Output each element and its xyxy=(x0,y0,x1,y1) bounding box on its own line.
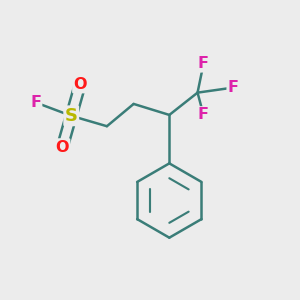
Text: O: O xyxy=(74,77,87,92)
Text: F: F xyxy=(198,107,209,122)
Text: O: O xyxy=(56,140,69,154)
Text: F: F xyxy=(198,56,209,71)
Text: F: F xyxy=(228,80,239,95)
Text: S: S xyxy=(65,107,78,125)
Text: F: F xyxy=(30,95,41,110)
